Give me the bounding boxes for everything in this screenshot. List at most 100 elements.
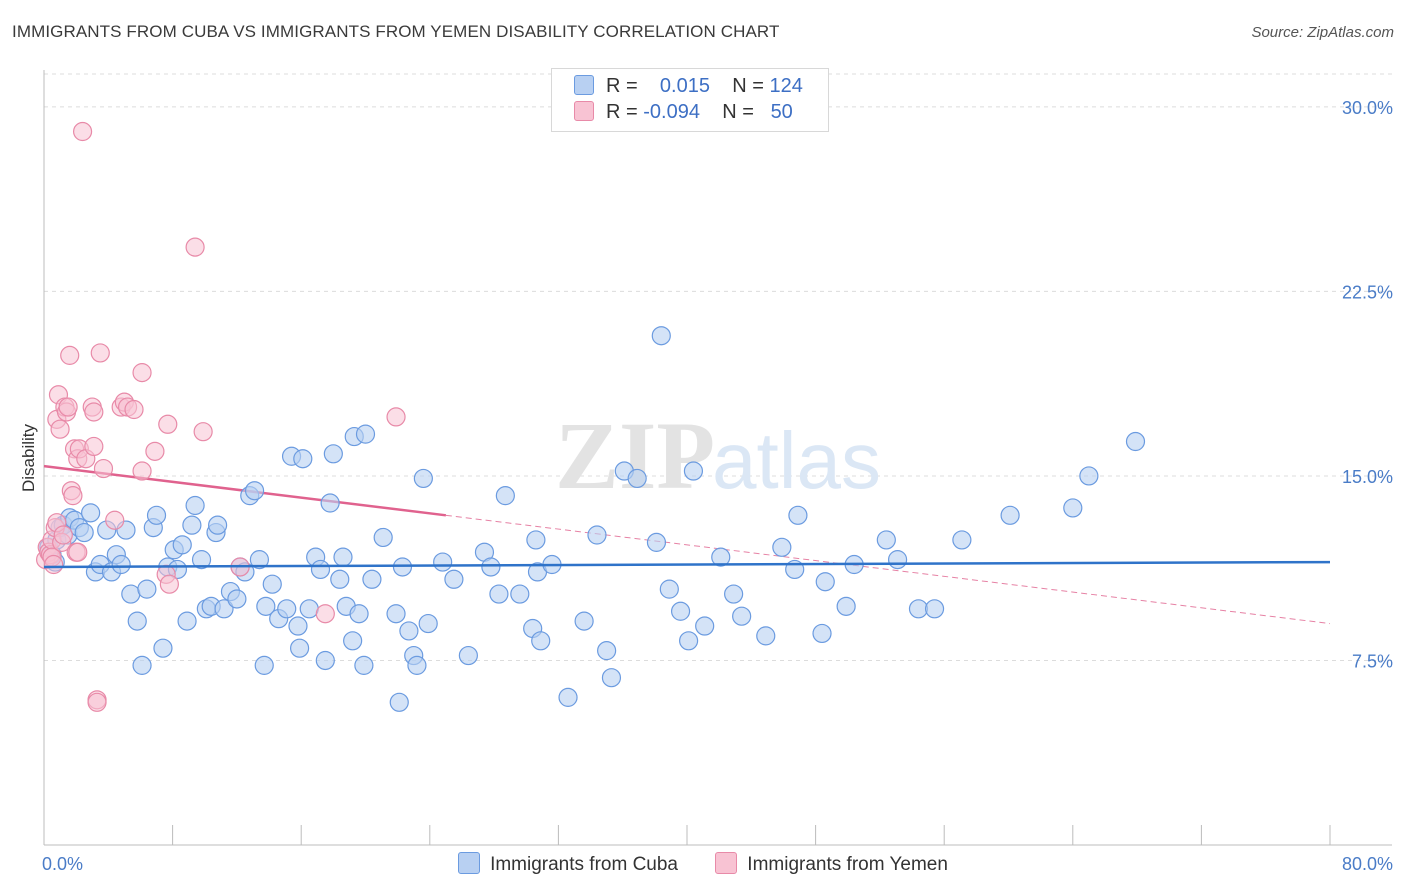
cuba-point [481, 557, 501, 577]
cuba-point [418, 613, 438, 634]
cuba-point [262, 574, 282, 594]
cuba-point [413, 468, 433, 489]
cuba-point [756, 626, 776, 646]
cuba-point [558, 687, 578, 707]
correlation-legend: R = 0.015 N = 124 R = -0.094 N = 50 [551, 68, 829, 132]
yemen-point [105, 510, 125, 530]
yemen-point [124, 399, 144, 420]
cuba-point [354, 655, 374, 675]
yemen-trend-extension [445, 514, 1331, 625]
cuba-point [153, 638, 173, 658]
cuba-point [320, 493, 340, 513]
cuba-point [182, 515, 202, 535]
yemen-point [53, 525, 73, 545]
cuba-point [812, 623, 832, 644]
x-tick-label-max: 80.0% [1342, 854, 1393, 874]
cuba-point [310, 559, 331, 580]
cuba-point [288, 616, 308, 636]
y-tick-label: 30.0% [1342, 98, 1393, 118]
cuba-point [601, 668, 622, 688]
cuba-point [389, 692, 409, 712]
axes [43, 70, 1392, 846]
cuba-point [876, 530, 896, 550]
x-tick-labels: 0.0% 80.0% [42, 854, 1393, 874]
cuba-point [679, 631, 699, 651]
yemen-point [315, 604, 335, 624]
cuba-point [574, 611, 594, 631]
yemen-point [87, 692, 107, 712]
cuba-point [121, 584, 141, 604]
cuba-point [254, 655, 274, 675]
yemen-point [132, 363, 152, 383]
cuba-point [597, 641, 617, 661]
yemen-point [145, 441, 165, 461]
cuba-point [458, 645, 478, 666]
yemen-point [185, 237, 205, 257]
yemen-point [193, 422, 213, 442]
cuba-point [924, 599, 945, 619]
cuba-point [732, 606, 752, 626]
cuba-point [952, 530, 972, 550]
watermark-zip: ZIP [555, 402, 715, 509]
cuba-point [208, 515, 228, 535]
cuba-point [627, 468, 647, 489]
y-tick-labels: 7.5% 15.0% 22.5% 30.0% [1342, 98, 1393, 672]
cuba-point [330, 569, 350, 589]
cuba-point [315, 650, 335, 671]
cuba-point [172, 535, 192, 555]
cuba-point [323, 444, 343, 464]
cuba-point [127, 611, 147, 631]
cuba-point [526, 530, 546, 550]
cuba-point [293, 449, 313, 469]
cuba-n-value: 124 [769, 75, 803, 97]
y-tick-label: 7.5% [1352, 651, 1393, 671]
cuba-point [772, 537, 792, 557]
yemen-point [386, 407, 406, 427]
cuba-point [249, 550, 270, 570]
cuba-point [531, 631, 551, 651]
cuba-point [788, 505, 808, 525]
cuba-point [887, 550, 908, 570]
yemen-r-value: -0.094 [643, 101, 700, 123]
cuba-point [683, 461, 704, 481]
cuba-point [355, 424, 376, 444]
cuba-n-label: N = [732, 75, 764, 97]
cuba-point [1125, 431, 1146, 452]
cuba-point [695, 616, 715, 636]
yemen-point [60, 345, 80, 365]
cuba-r-value: 0.015 [659, 75, 710, 97]
cuba-point [74, 522, 94, 543]
yemen-point [68, 542, 88, 562]
yemen-point [63, 486, 83, 506]
yemen-point [132, 461, 152, 481]
chart-source: Source: ZipAtlas.com [1251, 24, 1394, 41]
cuba-point [815, 572, 835, 592]
cuba-swatch [574, 75, 594, 95]
cuba-point [659, 579, 679, 599]
cuba-point [146, 505, 167, 525]
cuba-point [1079, 466, 1099, 486]
yemen-swatch [574, 101, 594, 121]
cuba-point [299, 599, 319, 619]
cuba-point [510, 584, 530, 604]
cuba-point [495, 486, 515, 506]
cuba-r-label: R = [606, 75, 638, 97]
cuba-point [392, 557, 413, 577]
yemen-n-value: 50 [770, 101, 793, 123]
cuba-points [39, 326, 1146, 712]
yemen-point [84, 402, 104, 422]
cuba-point [651, 326, 671, 346]
cuba-point [227, 589, 247, 609]
watermark: ZIP atlas [555, 402, 881, 509]
cuba-point [1000, 505, 1020, 525]
legend-item-yemen: Immigrants from Yemen [715, 852, 948, 876]
legend-yemen-label: Immigrants from Yemen [747, 854, 948, 875]
legend-row-yemen: R = -0.094 N = 50 [574, 101, 793, 127]
cuba-point [191, 550, 212, 570]
cuba-point [362, 569, 382, 589]
cuba-point [256, 596, 276, 616]
legend-cuba-label: Immigrants from Cuba [490, 854, 679, 875]
cuba-point [132, 655, 152, 675]
cuba-point [244, 481, 265, 501]
